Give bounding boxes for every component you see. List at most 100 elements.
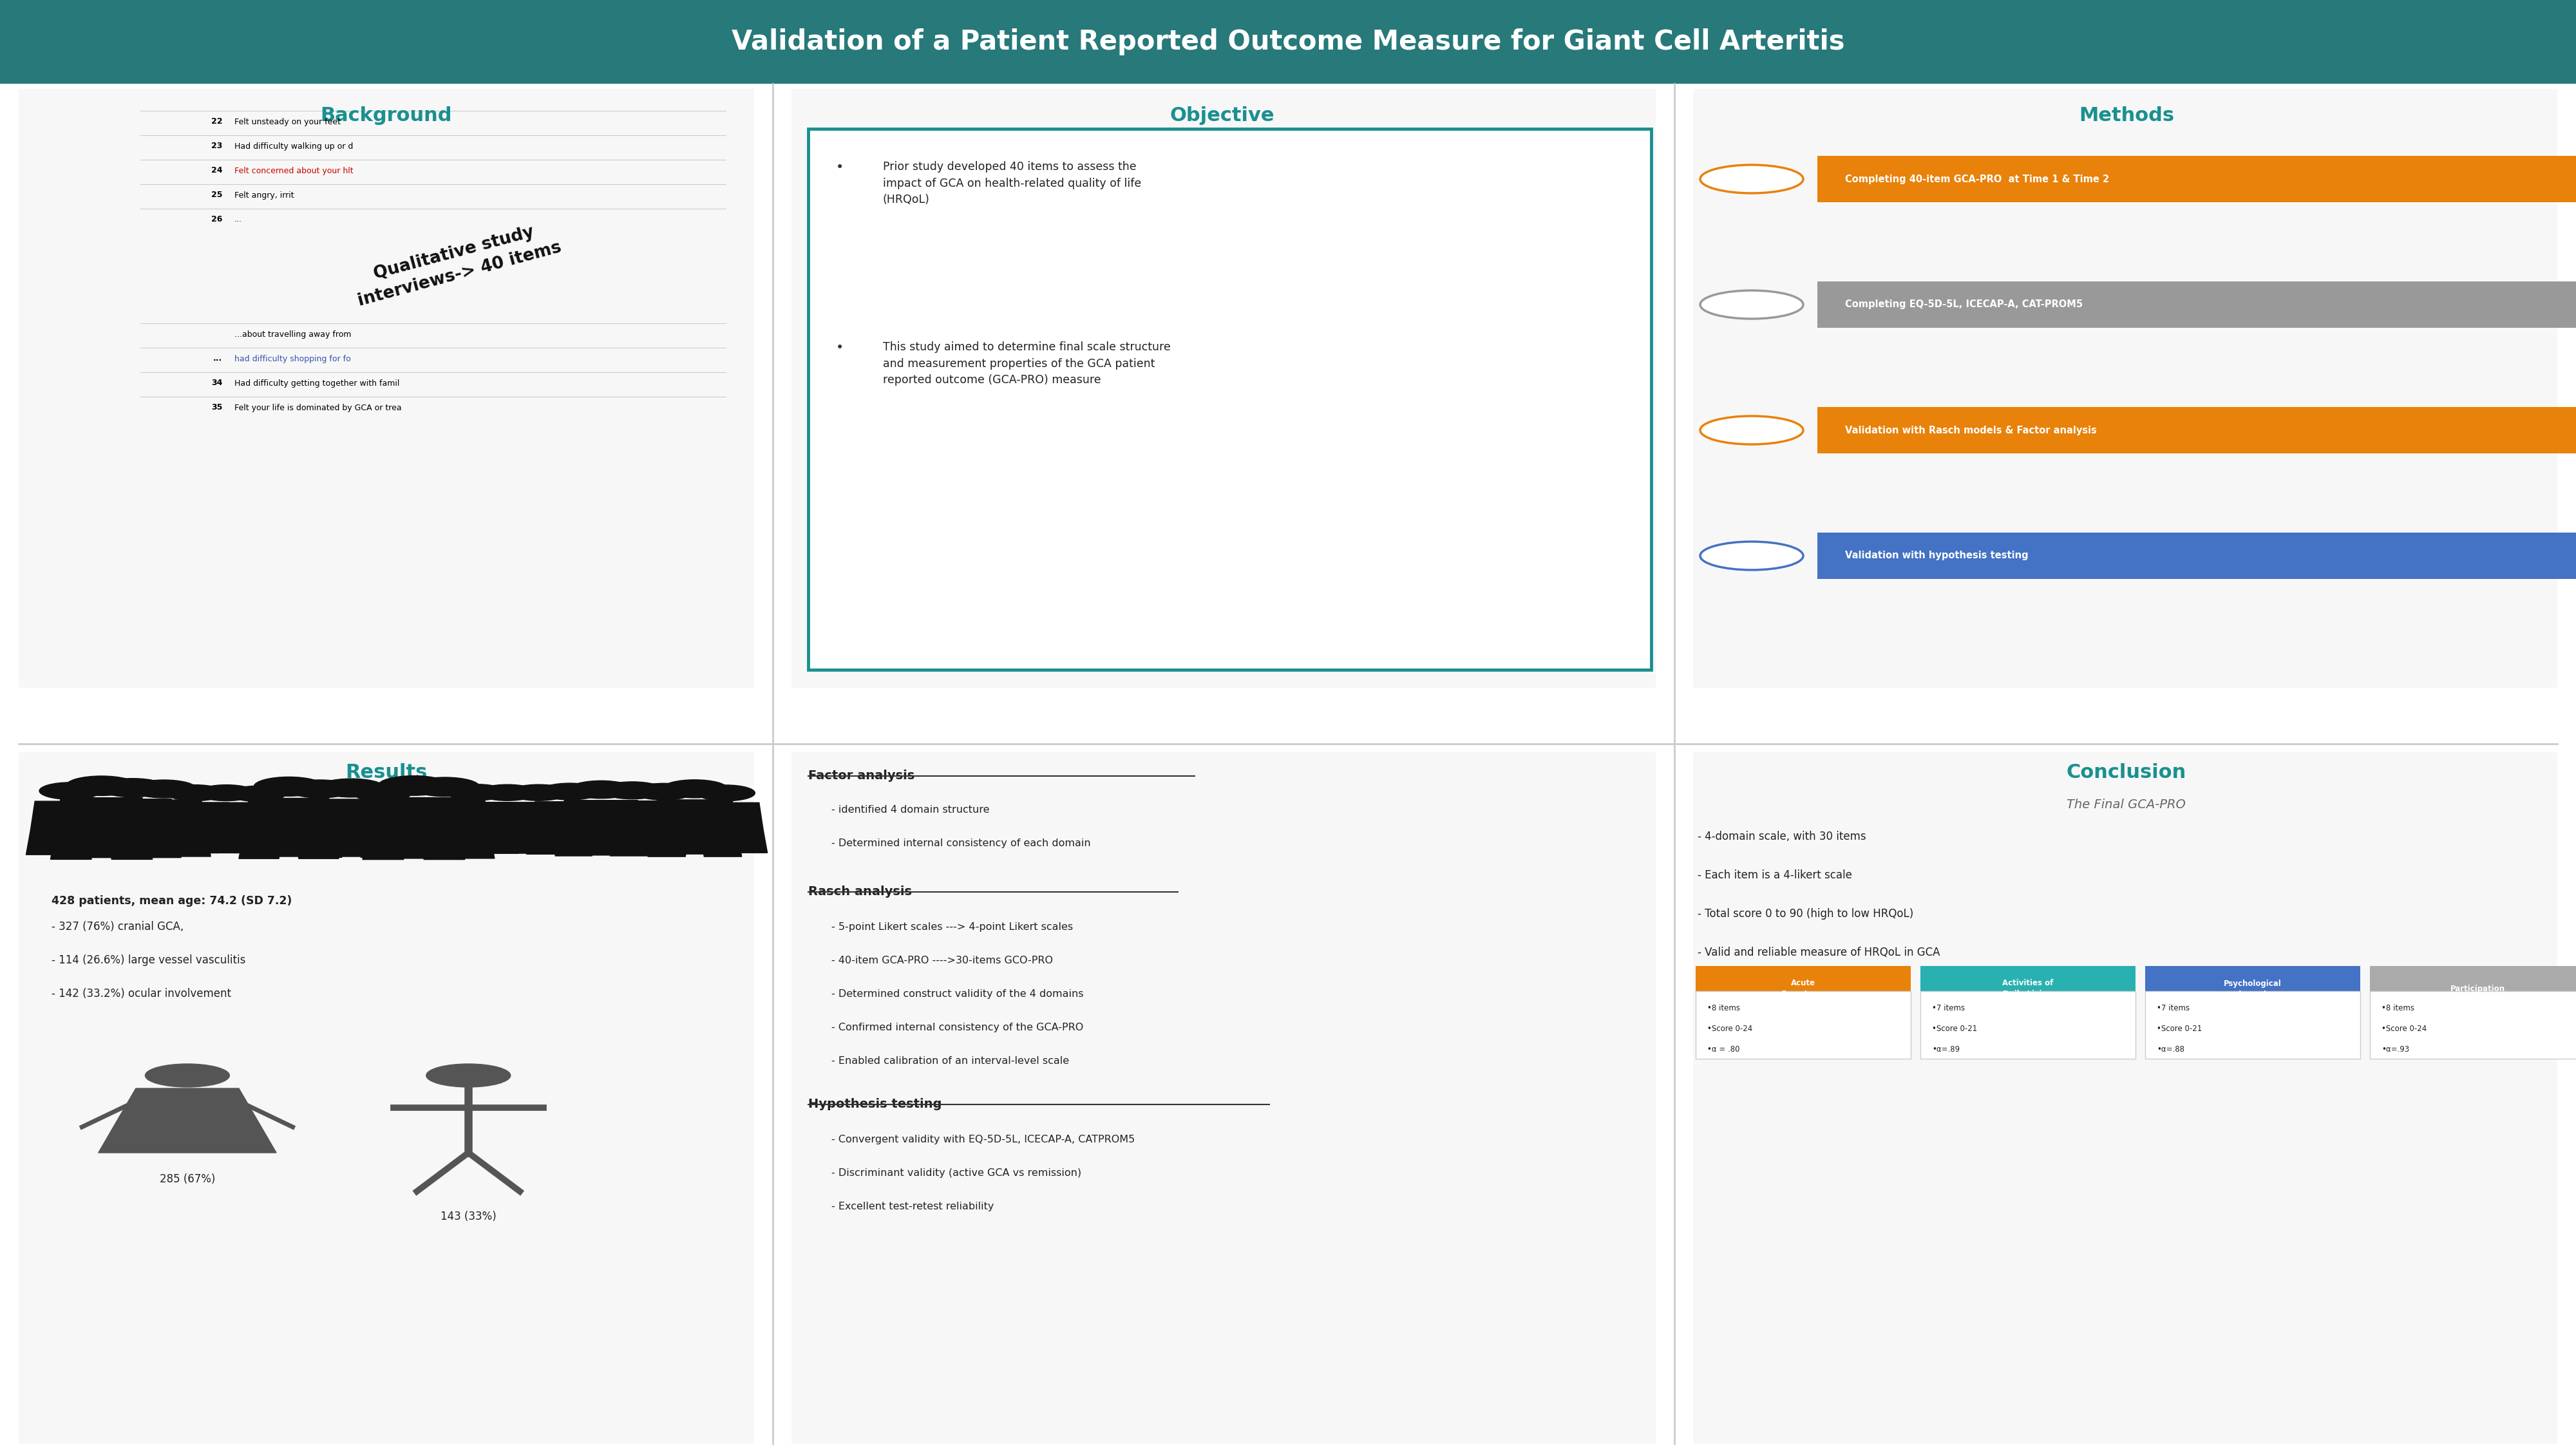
Text: - 142 (33.2%) ocular involvement: - 142 (33.2%) ocular involvement — [52, 988, 232, 1000]
FancyBboxPatch shape — [1816, 156, 2576, 203]
Circle shape — [1700, 165, 1803, 193]
Text: This study aimed to determine final scale structure
and measurement properties o: This study aimed to determine final scal… — [884, 342, 1170, 385]
Polygon shape — [554, 830, 598, 856]
Text: Validation of a Patient Reported Outcome Measure for Giant Cell Arteritis: Validation of a Patient Reported Outcome… — [732, 29, 1844, 55]
Polygon shape — [647, 830, 690, 856]
Polygon shape — [667, 830, 706, 853]
Circle shape — [355, 787, 410, 801]
FancyBboxPatch shape — [1692, 752, 2558, 1443]
FancyBboxPatch shape — [1816, 533, 2576, 580]
Circle shape — [67, 777, 137, 796]
Circle shape — [229, 785, 286, 801]
Text: had difficulty shopping for fo: had difficulty shopping for fo — [234, 355, 350, 362]
Polygon shape — [466, 830, 502, 853]
Text: •α=.89: •α=.89 — [1932, 1045, 1960, 1053]
Polygon shape — [394, 832, 440, 858]
Polygon shape — [198, 830, 237, 853]
Text: 428 patients, mean age: 74.2 (SD 7.2): 428 patients, mean age: 74.2 (SD 7.2) — [52, 895, 291, 907]
Circle shape — [569, 781, 634, 798]
Polygon shape — [75, 830, 113, 855]
Polygon shape — [621, 830, 659, 853]
Text: - 5-point Likert scales ---> 4-point Likert scales: - 5-point Likert scales ---> 4-point Lik… — [832, 922, 1074, 932]
Circle shape — [144, 1064, 229, 1087]
Text: Qualitative study
interviews-> 40 items: Qualitative study interviews-> 40 items — [350, 219, 564, 310]
Text: Results: Results — [345, 764, 428, 782]
Circle shape — [379, 775, 451, 796]
Polygon shape — [294, 832, 340, 859]
Text: - Valid and reliable measure of HRQoL in GCA: - Valid and reliable measure of HRQoL in… — [1698, 946, 1940, 958]
Circle shape — [131, 780, 196, 798]
Polygon shape — [355, 830, 399, 858]
Text: - 327 (76%) cranial GCA,: - 327 (76%) cranial GCA, — [52, 922, 183, 933]
FancyBboxPatch shape — [2146, 991, 2360, 1059]
Text: •Score 0-24: •Score 0-24 — [1708, 1024, 1752, 1033]
FancyBboxPatch shape — [1695, 991, 1911, 1059]
FancyBboxPatch shape — [2370, 966, 2576, 1011]
Polygon shape — [304, 830, 345, 858]
Text: Validation with hypothesis testing: Validation with hypothesis testing — [1844, 551, 2030, 561]
Polygon shape — [688, 803, 762, 830]
FancyBboxPatch shape — [2370, 991, 2576, 1059]
Text: •Score 0-21: •Score 0-21 — [2156, 1024, 2202, 1033]
Polygon shape — [263, 830, 299, 852]
Text: •α=.88: •α=.88 — [2156, 1045, 2184, 1053]
Polygon shape — [325, 830, 366, 856]
Circle shape — [634, 784, 693, 800]
Polygon shape — [479, 830, 518, 853]
Polygon shape — [121, 800, 206, 830]
Text: The Final GCA-PRO: The Final GCA-PRO — [2066, 798, 2187, 811]
Text: 285 (67%): 285 (67%) — [160, 1174, 216, 1185]
Text: Rasch analysis: Rasch analysis — [809, 885, 912, 898]
Circle shape — [425, 1064, 510, 1087]
Polygon shape — [245, 798, 335, 832]
Text: Had difficulty getting together with famil: Had difficulty getting together with fam… — [234, 380, 399, 387]
Text: Conclusion: Conclusion — [2066, 764, 2187, 782]
Text: •α=.93: •α=.93 — [2383, 1045, 2409, 1053]
Polygon shape — [240, 832, 283, 859]
Text: - 40-item GCA-PRO ---->30-items GCO-PRO: - 40-item GCA-PRO ---->30-items GCO-PRO — [832, 956, 1054, 965]
Text: Validation with Rasch models & Factor analysis: Validation with Rasch models & Factor an… — [1844, 426, 2097, 435]
FancyBboxPatch shape — [791, 752, 1656, 1443]
Text: 34: 34 — [211, 380, 222, 387]
Text: - Determined construct validity of the 4 domains: - Determined construct validity of the 4… — [832, 990, 1084, 998]
Text: Completing EQ-5D-5L, ICECAP-A, CAT-PROM5: Completing EQ-5D-5L, ICECAP-A, CAT-PROM5 — [1844, 300, 2084, 310]
Polygon shape — [52, 832, 95, 859]
Polygon shape — [98, 1088, 276, 1153]
Polygon shape — [438, 803, 515, 830]
Text: Completing 40-item GCA-PRO  at Time 1 & Time 2: Completing 40-item GCA-PRO at Time 1 & T… — [1844, 174, 2110, 184]
Circle shape — [1700, 290, 1803, 319]
Text: •Score 0-21: •Score 0-21 — [1932, 1024, 1978, 1033]
Circle shape — [600, 782, 665, 798]
Polygon shape — [420, 832, 464, 859]
Polygon shape — [399, 798, 489, 832]
Polygon shape — [559, 800, 641, 830]
Text: Had difficulty walking up or d: Had difficulty walking up or d — [234, 142, 353, 151]
Text: Felt angry, irrit: Felt angry, irrit — [234, 191, 294, 200]
Circle shape — [317, 778, 384, 797]
FancyBboxPatch shape — [1816, 407, 2576, 454]
Text: 143 (33%): 143 (33%) — [440, 1211, 497, 1223]
Circle shape — [165, 785, 224, 801]
Text: Felt concerned about your hlt: Felt concerned about your hlt — [234, 167, 353, 175]
Circle shape — [510, 784, 567, 801]
Text: •7 items: •7 items — [1932, 1004, 1965, 1013]
Polygon shape — [451, 832, 495, 858]
Polygon shape — [531, 801, 608, 830]
Text: Felt your life is dominated by GCA or trea: Felt your life is dominated by GCA or tr… — [234, 403, 402, 412]
Text: •: • — [837, 161, 845, 174]
Text: - Confirmed internal consistency of the GCA-PRO: - Confirmed internal consistency of the … — [832, 1023, 1084, 1032]
Polygon shape — [513, 830, 549, 853]
Text: - Excellent test-retest reliability: - Excellent test-retest reliability — [832, 1201, 994, 1211]
Circle shape — [538, 782, 600, 800]
Polygon shape — [345, 803, 417, 830]
Circle shape — [1700, 416, 1803, 445]
Polygon shape — [636, 830, 677, 855]
Polygon shape — [343, 830, 379, 852]
Polygon shape — [729, 830, 768, 853]
FancyBboxPatch shape — [1816, 281, 2576, 327]
Polygon shape — [278, 800, 363, 830]
FancyBboxPatch shape — [18, 752, 755, 1443]
Polygon shape — [222, 803, 294, 830]
Text: Participation: Participation — [2450, 984, 2504, 993]
Text: Methods: Methods — [2079, 106, 2174, 125]
